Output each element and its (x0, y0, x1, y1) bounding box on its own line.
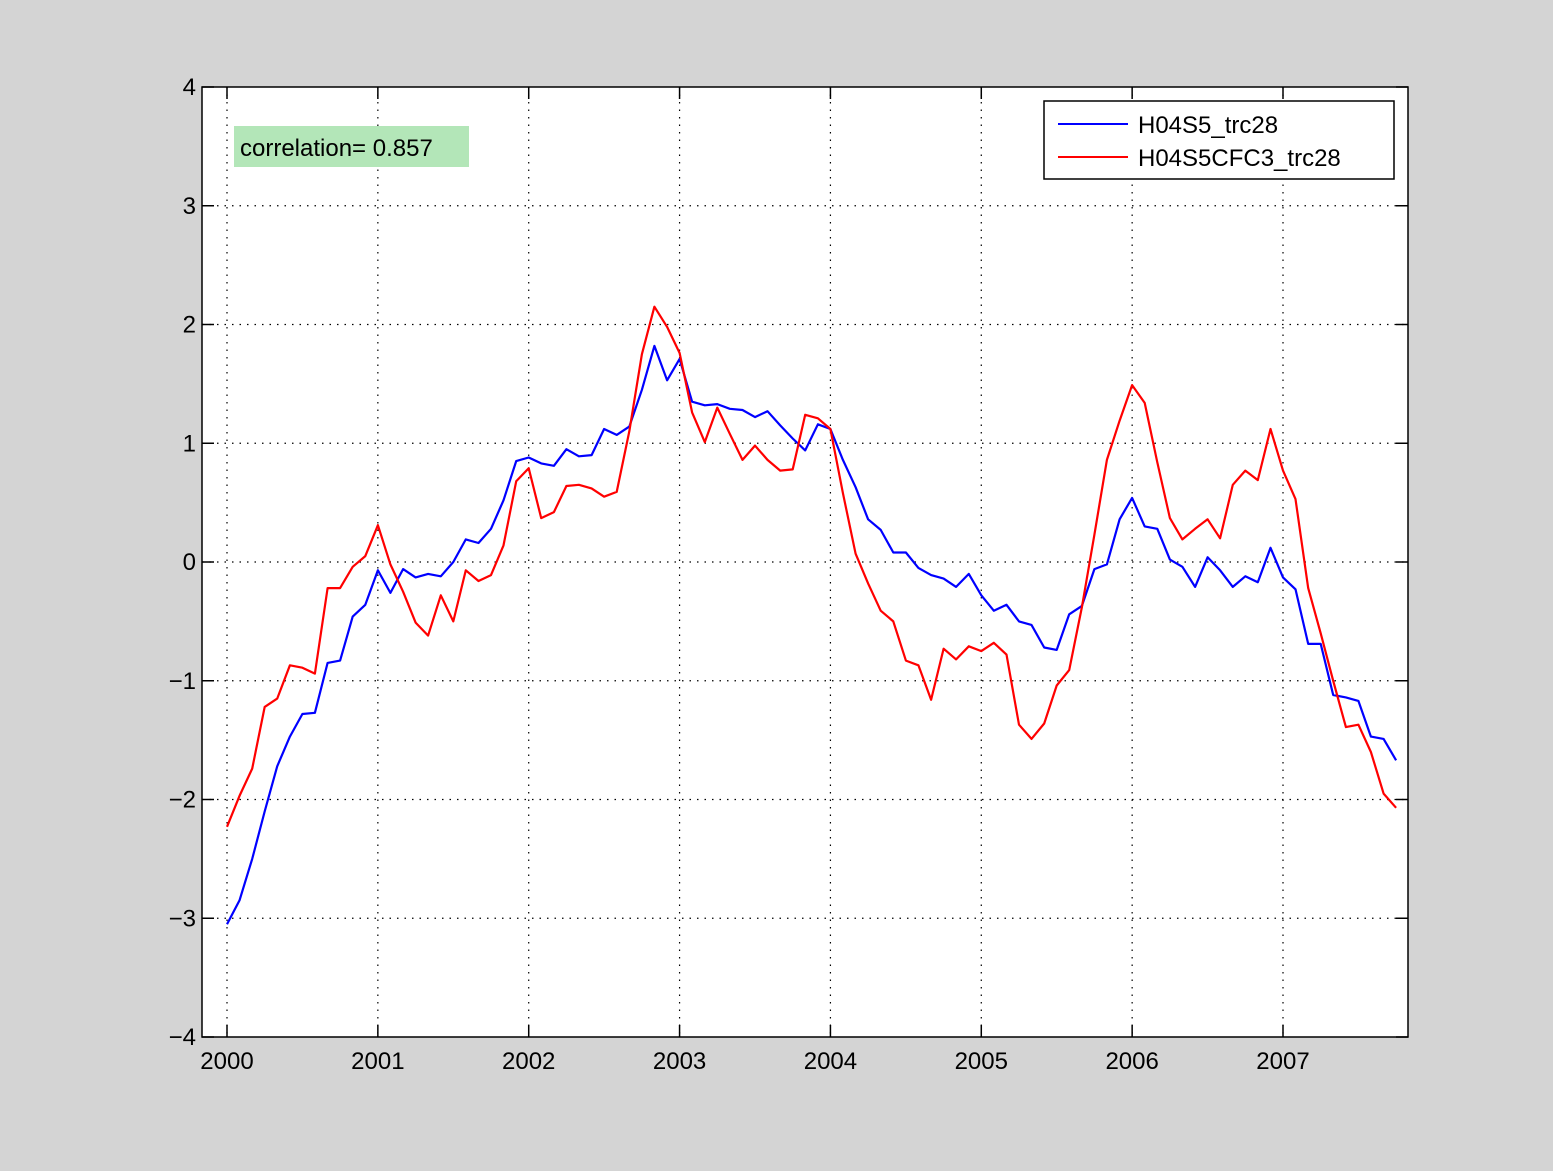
correlation-annotation: correlation= 0.857 (234, 126, 469, 167)
x-tick-label: 2007 (1256, 1048, 1309, 1075)
legend: H04S5_trc28 H04S5CFC3_trc28 (1043, 100, 1395, 180)
series-group (225, 305, 1398, 925)
x-tick-label: 2005 (955, 1048, 1008, 1075)
legend-label-series-2: H04S5CFC3_trc28 (1138, 145, 1341, 172)
y-tick-label: 3 (183, 193, 196, 220)
y-tick-labels: −4 −3 −2 −1 0 1 2 3 4 (169, 74, 196, 1051)
annotation-text: correlation= 0.857 (240, 135, 433, 162)
y-tick-label: 4 (183, 74, 196, 101)
y-tick-label: −2 (169, 787, 196, 814)
ticks (202, 86, 1408, 1038)
x-tick-label: 2004 (804, 1048, 857, 1075)
series-line-1 (226, 344, 1398, 925)
x-tick-label: 2002 (502, 1048, 555, 1075)
legend-box (1043, 100, 1395, 180)
y-tick-label: −1 (169, 668, 196, 695)
y-tick-label: −3 (169, 905, 196, 932)
grid (202, 87, 1408, 1037)
x-tick-label: 2003 (653, 1048, 706, 1075)
annotation-background (234, 126, 469, 167)
y-tick-label: 1 (183, 430, 196, 457)
x-tick-label: 2006 (1105, 1048, 1158, 1075)
x-tick-labels: 2000 2001 2002 2003 2004 2005 2006 2007 (200, 1048, 1309, 1075)
y-tick-label: 2 (183, 312, 196, 339)
legend-label-series-1: H04S5_trc28 (1138, 112, 1278, 139)
x-tick-label: 2000 (200, 1048, 253, 1075)
y-tick-label: 0 (183, 549, 196, 576)
x-tick-label: 2001 (351, 1048, 404, 1075)
y-tick-label: −4 (169, 1024, 196, 1051)
series-line-2 (225, 305, 1397, 828)
